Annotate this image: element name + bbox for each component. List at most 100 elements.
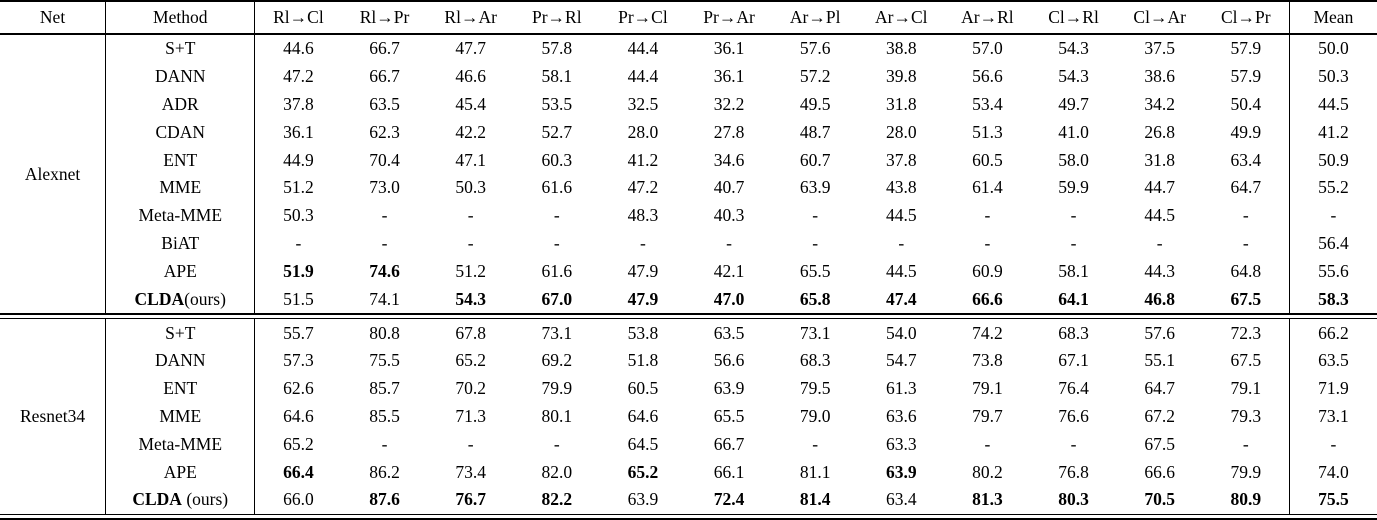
value-cell: 79.1	[1230, 378, 1262, 399]
value-cell: 65.5	[799, 260, 831, 281]
value-cell: 61.4	[972, 177, 1003, 198]
value-cell: 60.5	[972, 149, 1003, 170]
table-row: Meta-MME 50.3 - - - 48.3 40.3 - 44.5 - - 44.5 - -	[0, 201, 1377, 230]
table-row: APE 66.4 86.2 73.4 82.0 65.2 66.1 81.1 63.9 80.2 7…	[0, 458, 1377, 486]
table-row: CDAN 36.1 62.3 42.2 52.7 28.0 27.8 48.7 28.0 51.3…	[0, 118, 1377, 147]
table-row: Alexnet S+T 44.6 66.7 47.7 57.8 44.4 36.1 57.6 38…	[0, 34, 1377, 315]
method-label: APE	[163, 461, 197, 482]
value-cell: -	[1070, 233, 1077, 253]
value-cell: 68.3	[1058, 322, 1089, 343]
method-cell: CDAN	[105, 118, 256, 147]
table-row: BiAT - - - - - - - - - - - - 56.4	[0, 229, 1377, 258]
value-cell: 59.9	[1058, 177, 1089, 198]
value-cell: 70.5	[1144, 489, 1175, 510]
value-cell: 67.8	[455, 322, 486, 343]
value-cell: 36.1	[713, 66, 745, 87]
value-cell: 63.9	[627, 489, 659, 510]
value-cell: -	[639, 233, 646, 253]
header-cell-ar-cl: Ar→Cl	[858, 1, 945, 35]
value-cell: 36.1	[283, 121, 314, 142]
table-row: Resnet34 S+T 55.7 80.8 67.8 73.1 53.8 63.5 73.1 5…	[0, 318, 1377, 515]
value-cell: -	[381, 433, 388, 454]
value-cell: 44.7	[1144, 177, 1175, 198]
method-cell: BiAT	[105, 229, 256, 258]
value-cell: 81.4	[799, 489, 831, 510]
value-cell: 74.2	[972, 322, 1003, 343]
net-cell: Alexnet	[0, 34, 107, 315]
value-cell: 81.1	[799, 461, 831, 482]
value-cell: 63.4	[1230, 149, 1262, 170]
value-cell: 46.8	[1144, 288, 1175, 309]
value-cell: 47.9	[627, 288, 659, 309]
header-cell-method: Method	[105, 1, 256, 35]
value-cell: 82.0	[541, 461, 573, 482]
header-cell-ar-rl: Ar→Rl	[944, 1, 1031, 35]
value-cell: 44.3	[1144, 260, 1175, 281]
table-row: CLDA(ours) 51.5 74.1 54.3 67.0 47.9 47.0 65.8 47…	[0, 285, 1377, 315]
method-label: APE	[163, 260, 197, 281]
value-cell: 70.4	[369, 149, 400, 170]
value-cell: 63.3	[885, 433, 917, 454]
value-cell: 49.5	[799, 94, 831, 115]
value-cell: 51.5	[283, 288, 314, 309]
value-cell: 68.3	[799, 350, 831, 371]
mean-cell: 55.2	[1288, 174, 1377, 202]
method-label: S+T	[165, 38, 196, 59]
value-cell: 79.9	[541, 378, 573, 399]
value-cell: 37.8	[885, 149, 917, 170]
value-cell: 49.9	[1230, 121, 1262, 142]
mean-cell: -	[1288, 201, 1377, 230]
value-cell: 67.5	[1230, 288, 1262, 309]
table-row: ENT 44.9 70.4 47.1 60.3 41.2 34.6 60.7 37.8 60.5 5…	[0, 146, 1377, 175]
value-cell: 38.6	[1144, 66, 1175, 87]
value-cell: 32.2	[713, 94, 745, 115]
header-cell-ar-pl: Ar→Pl	[772, 1, 859, 35]
method-cell: MME	[105, 174, 256, 202]
value-cell: 62.6	[283, 378, 314, 399]
value-cell: 47.0	[713, 288, 745, 309]
value-cell: 42.2	[455, 121, 486, 142]
method-label: MME	[159, 405, 202, 426]
value-cell: 85.7	[369, 378, 400, 399]
header-cell-pr-rl: Pr→Rl	[513, 1, 600, 35]
method-cell: CLDA(ours)	[105, 285, 256, 315]
value-cell: 26.8	[1144, 121, 1175, 142]
value-cell: 65.2	[283, 433, 314, 454]
value-cell: 65.5	[713, 405, 745, 426]
value-cell: 57.3	[283, 350, 314, 371]
value-cell: 51.9	[283, 260, 314, 281]
value-cell: -	[467, 433, 474, 454]
value-cell: 57.6	[1144, 322, 1175, 343]
value-cell: 54.3	[455, 288, 486, 309]
bottom-rule-spacer	[0, 513, 1377, 519]
header-cell-mean: Mean	[1288, 1, 1377, 35]
header-cell-pr-ar: Pr→Ar	[685, 1, 773, 35]
value-cell: -	[812, 433, 819, 454]
value-cell: 51.8	[627, 350, 659, 371]
header-row: Net Method Rl→Cl Rl→Pr Rl→Ar Pr→Rl Pr→Cl Pr→Ar A…	[0, 1, 1377, 35]
value-cell: 52.7	[541, 121, 573, 142]
value-cell: 80.2	[972, 461, 1003, 482]
value-cell: 80.8	[369, 322, 400, 343]
method-label: ADR	[161, 94, 199, 115]
method-cell: Meta-MME	[105, 430, 256, 459]
mean-cell: 73.1	[1288, 402, 1377, 431]
method-cell: DANN	[105, 62, 256, 91]
value-cell: 44.9	[283, 149, 314, 170]
table-row: DANN 57.3 75.5 65.2 69.2 51.8 56.6 68.3 54.7 73.8…	[0, 346, 1377, 375]
mean-cell: 50.3	[1288, 62, 1377, 91]
method-cell: ENT	[105, 374, 256, 403]
value-cell: 76.7	[455, 489, 486, 510]
value-cell: 82.2	[541, 489, 573, 510]
mean-cell: 55.6	[1288, 257, 1377, 286]
value-cell: 66.7	[369, 66, 400, 87]
method-label: ENT	[163, 378, 198, 399]
value-cell: 27.8	[713, 121, 745, 142]
value-cell: -	[1242, 433, 1249, 454]
value-cell: 63.9	[713, 378, 745, 399]
value-cell: 66.4	[283, 461, 314, 482]
value-cell: 63.9	[885, 461, 917, 482]
value-cell: 41.0	[1058, 121, 1089, 142]
value-cell: 61.6	[541, 177, 573, 198]
value-cell: 73.4	[455, 461, 486, 482]
